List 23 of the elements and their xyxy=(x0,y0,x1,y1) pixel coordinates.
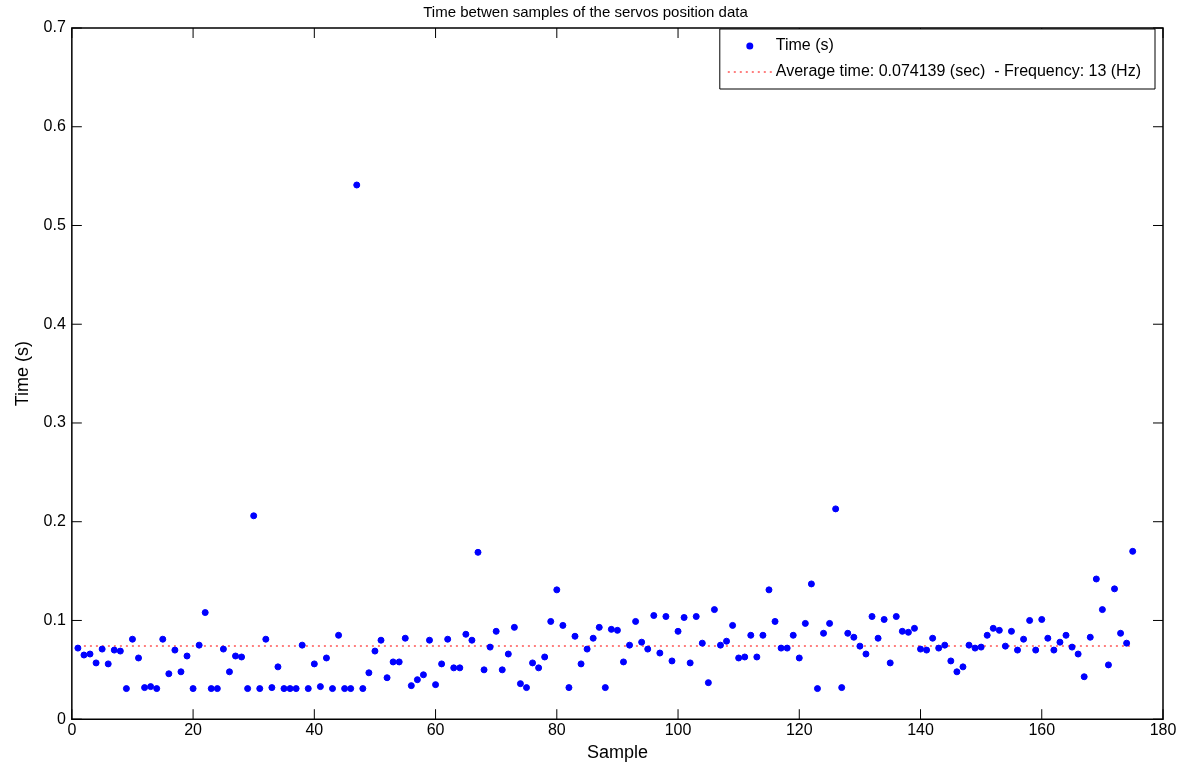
x-tick-label: 40 xyxy=(305,721,324,739)
x-tick-label: 180 xyxy=(1149,721,1177,739)
y-tick-label: 0.2 xyxy=(43,512,66,530)
x-tick-label: 60 xyxy=(426,721,445,739)
x-tick-label: 120 xyxy=(785,721,813,739)
legend-label: Average time: 0.074139 (sec) - Frequency: 13 (Hz) xyxy=(775,62,1141,80)
x-tick-label: 0 xyxy=(67,721,77,739)
x-tick-label: 20 xyxy=(184,721,203,739)
x-tick-label: 100 xyxy=(664,721,692,739)
y-tick-label: 0.1 xyxy=(43,610,66,628)
chart-title: Time betwen samples of the servos position data xyxy=(423,3,749,21)
y-axis-title: Time (s) xyxy=(11,340,32,407)
legend-label: Time (s) xyxy=(775,36,834,54)
y-tick-label: 0.7 xyxy=(43,18,66,36)
y-tick-label: 0.4 xyxy=(43,314,66,332)
y-tick-label: 0.6 xyxy=(43,117,66,135)
y-tick-label: 0.3 xyxy=(43,413,66,431)
x-axis-title: Sample xyxy=(586,742,648,763)
y-tick-label: 0 xyxy=(56,709,66,727)
y-tick-label: 0.5 xyxy=(43,215,66,233)
x-tick-label: 160 xyxy=(1028,721,1056,739)
x-tick-label: 140 xyxy=(907,721,934,739)
x-tick-label: 80 xyxy=(547,721,566,739)
